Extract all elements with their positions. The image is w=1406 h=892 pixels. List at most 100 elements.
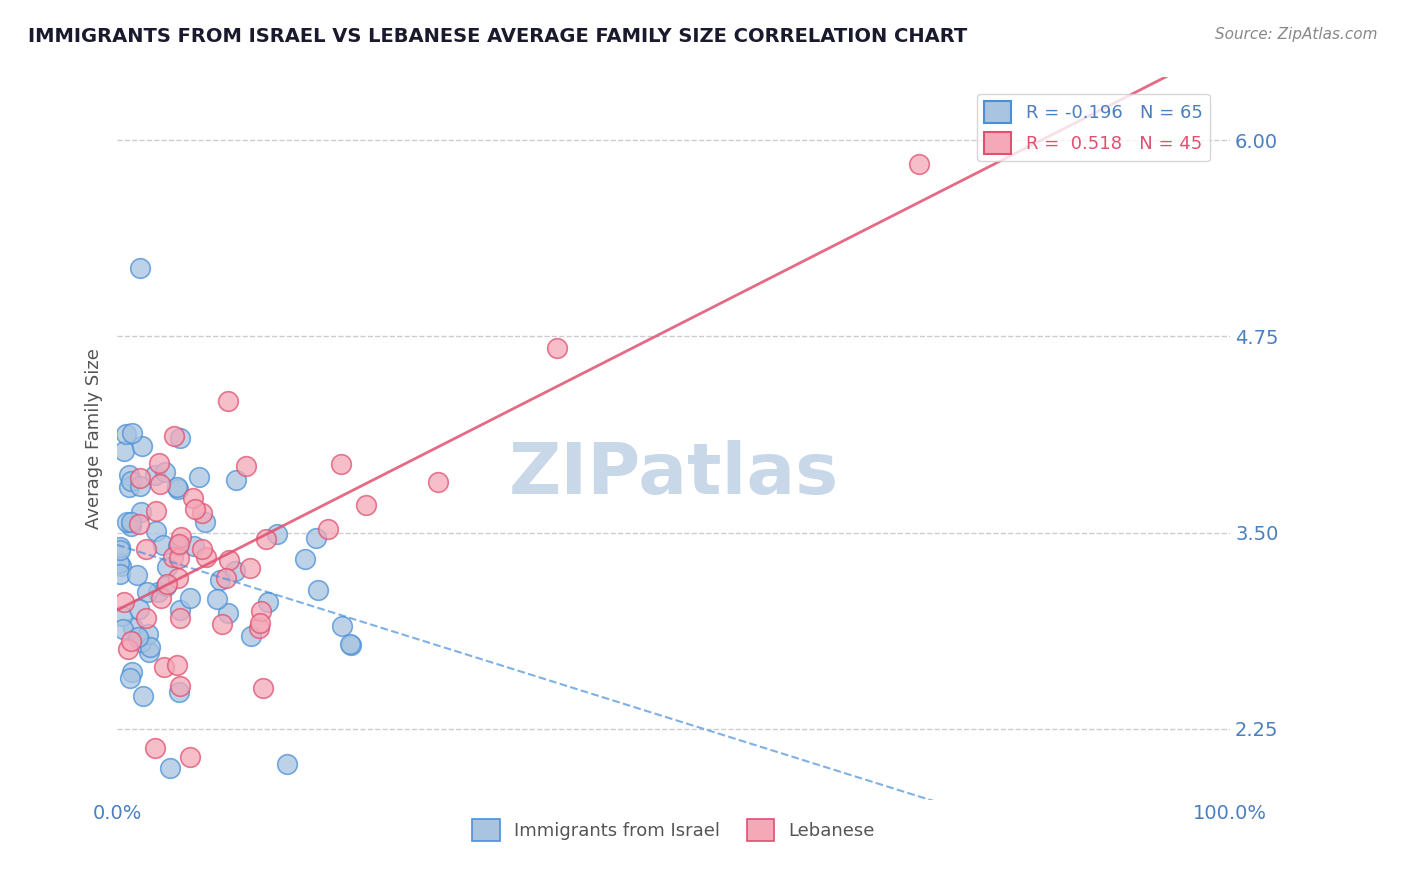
Point [330, 619, 353, 633]
Point [224, 564, 246, 578]
Point [166, 657, 188, 672]
Point [159, 761, 181, 775]
Point [330, 457, 353, 471]
Point [907, 157, 929, 171]
Point [121, 665, 143, 679]
Point [163, 429, 186, 443]
Point [252, 681, 274, 695]
Point [239, 560, 262, 574]
Point [249, 615, 271, 630]
Point [120, 519, 142, 533]
Point [167, 685, 190, 699]
Point [138, 645, 160, 659]
Point [131, 440, 153, 454]
Point [169, 679, 191, 693]
Point [135, 542, 157, 557]
Point [118, 671, 141, 685]
Point [115, 426, 138, 441]
Y-axis label: Average Family Size: Average Family Size [86, 348, 103, 529]
Point [169, 431, 191, 445]
Point [110, 559, 132, 574]
Point [132, 690, 155, 704]
Point [117, 480, 139, 494]
Point [149, 476, 172, 491]
Point [128, 471, 150, 485]
Point [215, 571, 238, 585]
Point [129, 479, 152, 493]
Point [190, 542, 212, 557]
Point [149, 591, 172, 606]
Point [156, 577, 179, 591]
Point [152, 538, 174, 552]
Point [107, 556, 129, 570]
Point [117, 642, 139, 657]
Point [162, 549, 184, 564]
Point [181, 491, 204, 505]
Text: IMMIGRANTS FROM ISRAEL VS LEBANESE AVERAGE FAMILY SIZE CORRELATION CHART: IMMIGRANTS FROM ISRAEL VS LEBANESE AVERA… [28, 27, 967, 45]
Point [146, 585, 169, 599]
Point [166, 480, 188, 494]
Point [167, 571, 190, 585]
Point [169, 602, 191, 616]
Point [131, 635, 153, 649]
Point [276, 757, 298, 772]
Point [112, 622, 135, 636]
Point [115, 515, 138, 529]
Point [148, 456, 170, 470]
Point [307, 582, 329, 597]
Point [136, 626, 159, 640]
Point [208, 574, 231, 588]
Point [112, 595, 135, 609]
Point [167, 537, 190, 551]
Point [247, 621, 270, 635]
Point [120, 515, 142, 529]
Text: Source: ZipAtlas.com: Source: ZipAtlas.com [1215, 27, 1378, 42]
Point [240, 629, 263, 643]
Point [340, 638, 363, 652]
Point [294, 552, 316, 566]
Point [120, 633, 142, 648]
Point [427, 475, 450, 489]
Point [190, 506, 212, 520]
Point [108, 567, 131, 582]
Point [266, 526, 288, 541]
Point [546, 342, 568, 356]
Point [194, 515, 217, 529]
Point [127, 567, 149, 582]
Point [211, 616, 233, 631]
Legend: R = -0.196   N = 65, R =  0.518   N = 45: R = -0.196 N = 65, R = 0.518 N = 45 [977, 94, 1211, 161]
Point [135, 585, 157, 599]
Point [143, 468, 166, 483]
Point [156, 560, 179, 574]
Point [111, 608, 134, 623]
Point [169, 611, 191, 625]
Point [195, 549, 218, 564]
Point [183, 540, 205, 554]
Point [217, 394, 239, 409]
Point [249, 604, 271, 618]
Point [110, 540, 132, 554]
Point [305, 531, 328, 545]
Point [120, 474, 142, 488]
Point [128, 602, 150, 616]
Text: ZIPatlas: ZIPatlas [509, 440, 839, 509]
Point [235, 459, 257, 474]
Point [167, 550, 190, 565]
Point [112, 444, 135, 458]
Point [218, 553, 240, 567]
Point [339, 636, 361, 650]
Point [135, 611, 157, 625]
Point [254, 532, 277, 546]
Point [121, 425, 143, 440]
Point [167, 539, 190, 553]
Point [131, 505, 153, 519]
Point [143, 741, 166, 756]
Point [153, 660, 176, 674]
Point [179, 750, 201, 764]
Point [179, 591, 201, 606]
Point [217, 607, 239, 621]
Point [205, 591, 228, 606]
Point [129, 261, 152, 276]
Point [145, 504, 167, 518]
Point [356, 498, 378, 512]
